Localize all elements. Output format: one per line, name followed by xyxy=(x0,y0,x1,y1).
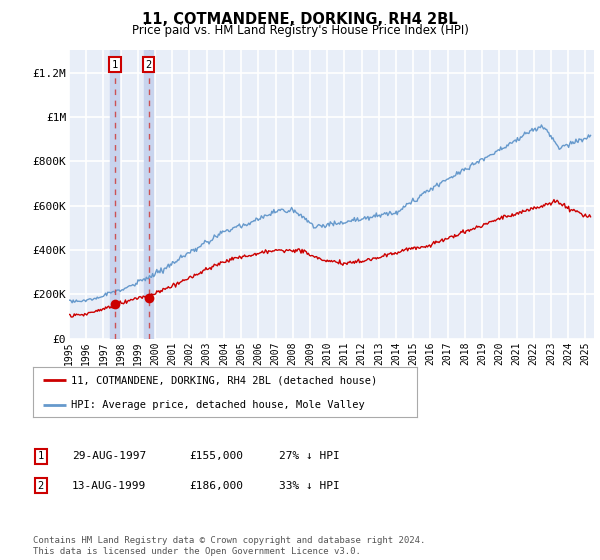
Text: £155,000: £155,000 xyxy=(189,451,243,461)
Text: 2: 2 xyxy=(145,60,152,70)
Text: 1: 1 xyxy=(112,60,118,70)
Text: 13-AUG-1999: 13-AUG-1999 xyxy=(72,480,146,491)
Text: 11, COTMANDENE, DORKING, RH4 2BL (detached house): 11, COTMANDENE, DORKING, RH4 2BL (detach… xyxy=(71,375,377,385)
Text: 11, COTMANDENE, DORKING, RH4 2BL: 11, COTMANDENE, DORKING, RH4 2BL xyxy=(142,12,458,27)
Bar xyxy=(144,50,153,339)
Text: HPI: Average price, detached house, Mole Valley: HPI: Average price, detached house, Mole… xyxy=(71,400,365,409)
Text: 1: 1 xyxy=(38,451,44,461)
Text: 33% ↓ HPI: 33% ↓ HPI xyxy=(279,480,340,491)
Text: 29-AUG-1997: 29-AUG-1997 xyxy=(72,451,146,461)
Text: Price paid vs. HM Land Registry's House Price Index (HPI): Price paid vs. HM Land Registry's House … xyxy=(131,24,469,36)
Text: £186,000: £186,000 xyxy=(189,480,243,491)
Text: Contains HM Land Registry data © Crown copyright and database right 2024.
This d: Contains HM Land Registry data © Crown c… xyxy=(33,536,425,556)
Text: 27% ↓ HPI: 27% ↓ HPI xyxy=(279,451,340,461)
Bar xyxy=(110,50,119,339)
Text: 2: 2 xyxy=(38,480,44,491)
